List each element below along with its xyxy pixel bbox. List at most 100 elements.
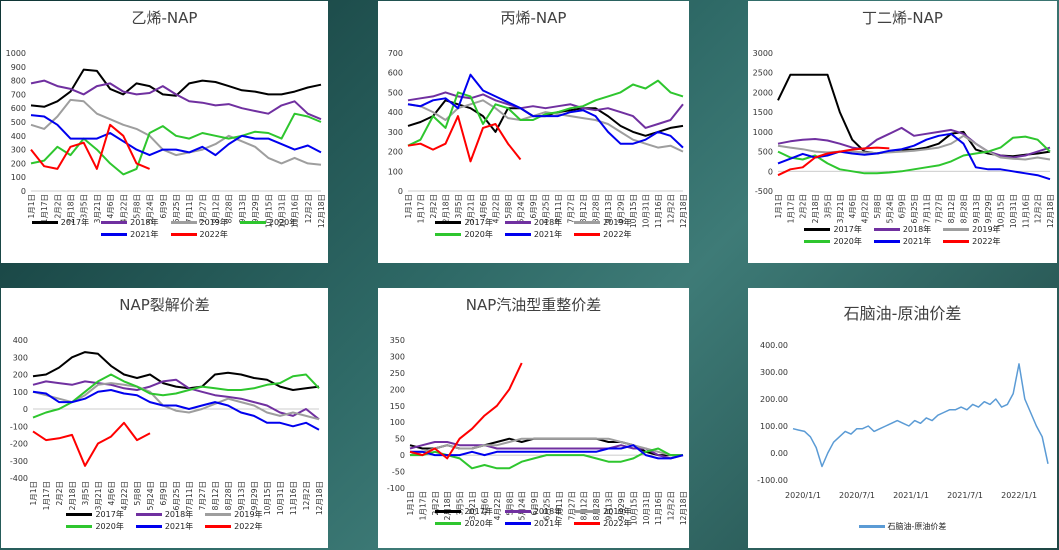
- legend-swatch: [435, 232, 462, 236]
- y-tick-label: 0: [21, 187, 26, 196]
- legend-swatch: [574, 521, 601, 525]
- chart-crude: 400.00 300.00 200.00 100.00 0.00 -100.00 2020/…: [757, 341, 1049, 500]
- x-tick-label: 2月18日: [68, 481, 77, 510]
- series-line-spread: [792, 363, 1049, 468]
- legend-item: 2018年: [135, 508, 193, 520]
- x-tick-label: 9月29日: [251, 194, 260, 223]
- y-tick-label: 1000: [753, 128, 773, 137]
- legend-swatch: [504, 232, 531, 236]
- x-tick-label: 7月11日: [922, 194, 931, 223]
- series-line-2022年: [777, 146, 890, 177]
- x-tick-label: 1月17日: [417, 194, 426, 223]
- series-line-2018年: [30, 79, 322, 121]
- x-tick-label: 5月24日: [518, 491, 527, 520]
- x-tick-label: 3月21日: [93, 194, 102, 223]
- y-tick-label: 400.00: [760, 341, 788, 350]
- y-tick-label: 200.00: [760, 395, 788, 404]
- x-tick-label: 6月9日: [530, 491, 539, 516]
- x-tick-label: 8月28日: [592, 491, 601, 520]
- x-tick-label: 1月1日: [774, 194, 783, 219]
- series-line-2021年: [410, 444, 684, 460]
- legend-swatch: [239, 220, 266, 224]
- x-tick-label: 1月17日: [786, 194, 795, 223]
- legend-swatch: [66, 524, 93, 528]
- y-tick-label: 300: [388, 128, 403, 137]
- legend-label: 2021年: [533, 229, 563, 239]
- x-tick-label: 2月18日: [443, 491, 452, 520]
- y-tick-label: 250: [390, 369, 405, 378]
- x-tick-label: 1月1日: [404, 194, 413, 219]
- chart-ethylene: 0 100 200 300 400 500 600 700 800 900 1000 1月1日 1月17…: [6, 49, 326, 228]
- chart-title: NAP汽油型重整价差: [465, 296, 602, 314]
- x-tick-label: 2021/7/1: [947, 491, 983, 500]
- legend-label: 2019年: [603, 217, 632, 227]
- legend-label: 2020年: [464, 518, 493, 528]
- legend-label: 2021年: [164, 521, 194, 531]
- legend-swatch: [574, 509, 601, 513]
- legend-swatch: [205, 524, 232, 528]
- series-line-2019年: [30, 98, 322, 166]
- legend-label: 2020年: [833, 236, 862, 246]
- x-tick-label: 2月18日: [442, 194, 451, 223]
- x-tick-label: 8月12日: [212, 194, 221, 223]
- legend-item: 2022年: [574, 228, 632, 240]
- chart-propylene: 0 100 200 300 400 500 600 700 1月1日 1月17日 2月2日 2月18日…: [388, 49, 688, 228]
- x-tick-label: 7月27日: [198, 194, 207, 223]
- y-tick-label: 500: [388, 88, 403, 97]
- x-tick-label: 5月24日: [146, 481, 155, 510]
- chart-legend: 2017年 2018年 2019年 2020年 2021年 2022年: [748, 223, 1057, 247]
- x-tick-label: 4月22日: [120, 481, 129, 510]
- x-tick-label: 3月21日: [467, 194, 476, 223]
- x-tick-label: 9月13日: [605, 491, 614, 520]
- legend-item: 2018年: [101, 216, 159, 228]
- x-tick-label: 5月8日: [505, 491, 514, 516]
- x-tick-label: 8月12日: [579, 194, 588, 223]
- legend-swatch: [504, 509, 531, 513]
- legend-item: 2020年: [66, 520, 124, 532]
- legend-swatch: [135, 512, 162, 516]
- x-tick-label: 7月27日: [567, 194, 576, 223]
- x-tick-label: 7月11日: [555, 491, 564, 520]
- y-tick-label: 3000: [753, 49, 773, 58]
- legend-item: 2018年: [504, 505, 562, 517]
- legend-item: 2017年: [804, 223, 862, 235]
- chart-panel-reforming: NAP汽油型重整价差 -100 -50 0 50 100 150 200 250 300 350 1…: [378, 288, 689, 548]
- chart-legend: 2017年 2018年 2019年 2020年 2021年 2022年: [1, 216, 328, 240]
- legend-swatch: [435, 220, 462, 224]
- x-tick-label: 11月16日: [289, 481, 298, 515]
- x-tick-label: 7月27日: [935, 194, 944, 223]
- y-tick-label: -200: [10, 440, 28, 449]
- legend-label: 2019年: [234, 509, 263, 519]
- x-tick-label: 3月21日: [836, 194, 845, 223]
- x-tick-label: 9月13日: [237, 481, 246, 510]
- x-tick-label: 4月22日: [861, 194, 870, 223]
- chart-reforming: -100 -50 0 50 100 150 200 250 300 350 1月1日 1月17日 2月2…: [387, 336, 688, 525]
- series-line-2018年: [407, 91, 684, 129]
- x-tick-label: 5月24日: [885, 194, 894, 223]
- x-tick-label: 2月18日: [811, 194, 820, 223]
- legend-label: 2022年: [199, 229, 228, 239]
- legend-item: 2020年: [239, 216, 298, 228]
- x-tick-label: 8月28日: [592, 194, 601, 223]
- chart-title: NAP裂解价差: [119, 296, 210, 314]
- legend-item: 2018年: [873, 223, 931, 235]
- x-tick-label: 3月5日: [454, 194, 463, 219]
- x-tick-label: 8月12日: [947, 194, 956, 223]
- x-tick-label: 12月18日: [317, 194, 326, 228]
- y-tick-label: 500: [11, 118, 26, 127]
- x-tick-label: 6月9日: [529, 194, 538, 219]
- y-tick-label: 400: [11, 132, 26, 141]
- x-tick-label: 4月22日: [119, 194, 128, 223]
- chart-legend: 2017年 2018年 2019年 2020年 2021年 2022年: [378, 505, 689, 529]
- x-tick-label: 8月12日: [580, 491, 589, 520]
- x-tick-label: 10月31日: [276, 481, 285, 515]
- series-line-2017年: [777, 73, 1051, 158]
- legend-label: 2021年: [902, 236, 932, 246]
- x-tick-label: 9月29日: [984, 194, 993, 223]
- legend-swatch: [66, 512, 93, 516]
- y-tick-label: 200: [390, 385, 405, 394]
- series-line-2019年: [407, 99, 684, 153]
- y-tick-label: -300: [10, 457, 28, 466]
- legend-label: 2020年: [268, 217, 298, 227]
- chart-legend: 2017年 2018年 2019年 2020年 2021年 2022年: [378, 216, 689, 240]
